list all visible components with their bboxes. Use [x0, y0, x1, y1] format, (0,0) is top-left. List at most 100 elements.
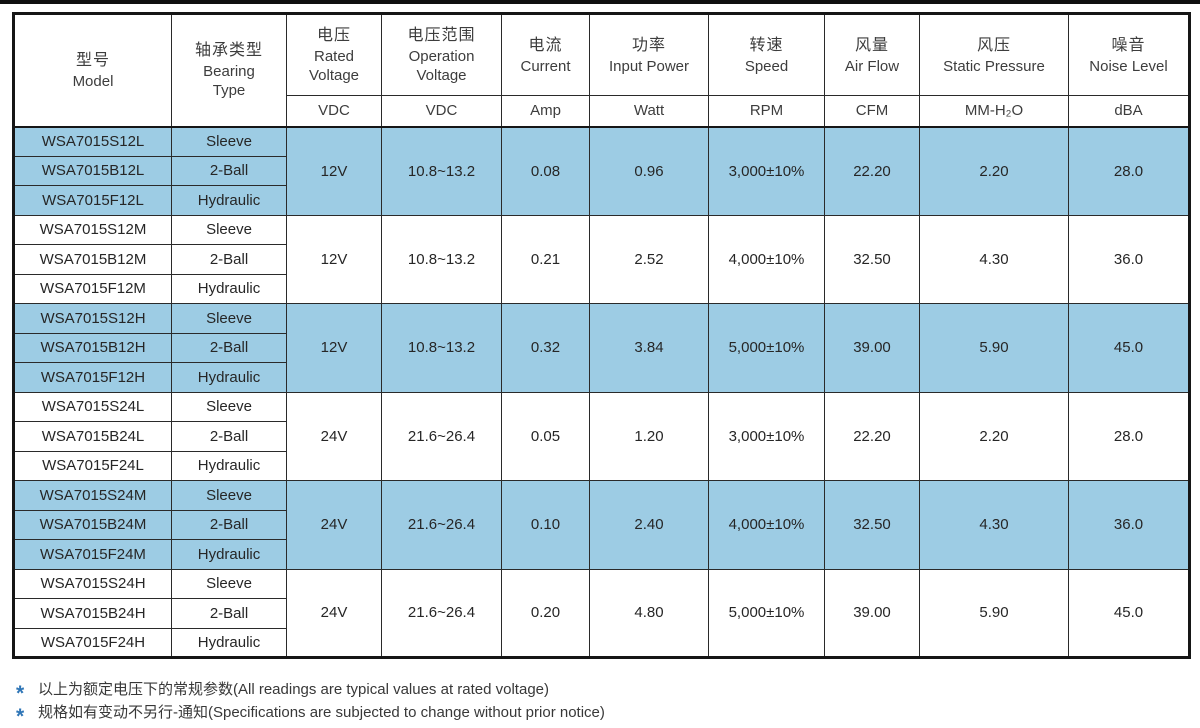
column-header-bearing: 轴承类型 Bearing Type [171, 13, 287, 128]
air-flow-cell: 22.20 [824, 126, 920, 216]
input-power-cell: 2.52 [589, 214, 709, 304]
footnote-text: 以上为额定电压下的常规参数(All readings are typical v… [38, 681, 549, 698]
static-pressure-cell: 4.30 [919, 480, 1069, 570]
model-cell: WSA7015B24H [13, 598, 172, 629]
column-header-model: 型号 Model [13, 13, 172, 128]
column-header-current: 电流 Current [501, 13, 590, 96]
model-cell: WSA7015F12M [13, 273, 172, 304]
operation-voltage-cell: 10.8~13.2 [381, 214, 502, 304]
unit-cell-speed: RPM [708, 95, 825, 128]
column-header-zh: 风量 [854, 36, 889, 54]
operation-voltage-cell: 10.8~13.2 [381, 126, 502, 216]
speed-cell: 3,000±10% [708, 391, 825, 481]
column-header-static_pressure: 风压 Static Pressure [919, 13, 1069, 96]
bearing-type-cell: 2-Ball [171, 155, 287, 186]
model-cell: WSA7015S24M [13, 480, 172, 511]
column-header-en: Speed [744, 57, 789, 75]
bearing-type-cell: Hydraulic [171, 450, 287, 481]
model-cell: WSA7015B12M [13, 244, 172, 275]
column-header-input_power: 功率 Input Power [589, 13, 709, 96]
operation-voltage-cell: 21.6~26.4 [381, 480, 502, 570]
current-cell: 0.10 [501, 480, 590, 570]
column-header-zh: 功率 [631, 36, 666, 54]
bearing-type-cell: 2-Ball [171, 598, 287, 629]
air-flow-cell: 39.00 [824, 568, 920, 658]
column-header-en: Noise Level [1089, 57, 1168, 75]
table-row: WSA7015S24M Sleeve 24V 21.6~26.4 0.10 2.40 4,0… [13, 480, 1190, 570]
column-header-noise: 噪音 Noise Level [1068, 13, 1190, 96]
static-pressure-cell: 2.20 [919, 126, 1069, 216]
air-flow-cell: 22.20 [824, 391, 920, 481]
noise-cell: 36.0 [1068, 480, 1190, 570]
column-header-en: Current [520, 57, 571, 75]
model-cell: WSA7015F12H [13, 362, 172, 393]
model-cell: WSA7015F24M [13, 539, 172, 570]
static-pressure-cell: 5.90 [919, 568, 1069, 658]
table-row: WSA7015F24L Hydraulic [13, 450, 1190, 481]
table-row: WSA7015S24L Sleeve 24V 21.6~26.4 0.05 1.20 3,0… [13, 391, 1190, 481]
bearing-type-cell: Sleeve [171, 303, 287, 334]
bearing-type-cell: Sleeve [171, 480, 287, 511]
unit-cell-air_flow: CFM [824, 95, 920, 128]
rated-voltage-cell: 24V [286, 568, 382, 658]
bearing-type-cell: Hydraulic [171, 273, 287, 304]
column-header-air_flow: 风量 Air Flow [824, 13, 920, 96]
table-row: WSA7015S12H Sleeve 12V 10.8~13.2 0.32 3.84 5,0… [13, 303, 1190, 393]
column-header-en: Bearing Type [203, 63, 255, 100]
column-header-zh: 风压 [976, 36, 1011, 54]
table-row: WSA7015B12H 2-Ball [13, 332, 1190, 363]
bearing-type-cell: Hydraulic [171, 185, 287, 216]
input-power-cell: 0.96 [589, 126, 709, 216]
unit-cell-operation_voltage: VDC [381, 95, 502, 128]
table-row: WSA7015B24M 2-Ball [13, 509, 1190, 540]
bearing-type-cell: Sleeve [171, 391, 287, 422]
column-header-zh: 轴承类型 [194, 42, 263, 60]
noise-cell: 36.0 [1068, 214, 1190, 304]
model-cell: WSA7015S24L [13, 391, 172, 422]
unit-cell-static_pressure: MM-H₂O [919, 95, 1069, 128]
bearing-type-cell: Sleeve [171, 568, 287, 599]
bearing-type-cell: Hydraulic [171, 627, 287, 658]
air-flow-cell: 32.50 [824, 214, 920, 304]
air-flow-cell: 39.00 [824, 303, 920, 393]
speed-cell: 5,000±10% [708, 568, 825, 658]
static-pressure-cell: 4.30 [919, 214, 1069, 304]
noise-cell: 28.0 [1068, 391, 1190, 481]
rated-voltage-cell: 12V [286, 126, 382, 216]
operation-voltage-cell: 10.8~13.2 [381, 303, 502, 393]
operation-voltage-cell: 21.6~26.4 [381, 568, 502, 658]
current-cell: 0.05 [501, 391, 590, 481]
unit-cell-current: Amp [501, 95, 590, 128]
table-row: WSA7015F12H Hydraulic [13, 362, 1190, 393]
column-header-zh: 电流 [528, 36, 563, 54]
input-power-cell: 2.40 [589, 480, 709, 570]
model-cell: WSA7015B24M [13, 509, 172, 540]
rated-voltage-cell: 12V [286, 214, 382, 304]
column-header-en: Operation Voltage [408, 48, 475, 84]
footnote-line: * 规格如有变动不另行-通知(Specifications are subjec… [16, 701, 1200, 728]
column-header-en: Model [72, 72, 114, 90]
column-header-zh: 电压 [316, 27, 351, 44]
table-row: WSA7015S24H Sleeve 24V 21.6~26.4 0.20 4.80 5,0… [13, 568, 1190, 658]
model-cell: WSA7015S12M [13, 214, 172, 245]
table-row: WSA7015B12M 2-Ball [13, 244, 1190, 275]
bearing-type-cell: 2-Ball [171, 244, 287, 275]
current-cell: 0.20 [501, 568, 590, 658]
speed-cell: 3,000±10% [708, 126, 825, 216]
rated-voltage-cell: 12V [286, 303, 382, 393]
input-power-cell: 3.84 [589, 303, 709, 393]
model-cell: WSA7015F24L [13, 450, 172, 481]
model-cell: WSA7015F24H [13, 627, 172, 658]
static-pressure-cell: 5.90 [919, 303, 1069, 393]
model-cell: WSA7015S12L [13, 126, 172, 157]
bearing-type-cell: 2-Ball [171, 332, 287, 363]
noise-cell: 45.0 [1068, 568, 1190, 658]
speed-cell: 4,000±10% [708, 480, 825, 570]
speed-cell: 5,000±10% [708, 303, 825, 393]
column-header-zh: 型号 [75, 51, 110, 69]
model-cell: WSA7015B12H [13, 332, 172, 363]
table-row: WSA7015B24L 2-Ball [13, 421, 1190, 452]
table-header: 型号 Model 轴承类型 Bearing Type 电压 Rated Voltage 电压… [13, 13, 1190, 128]
current-cell: 0.08 [501, 126, 590, 216]
table-row: WSA7015S12M Sleeve 12V 10.8~13.2 0.21 2.52 4,0… [13, 214, 1190, 304]
